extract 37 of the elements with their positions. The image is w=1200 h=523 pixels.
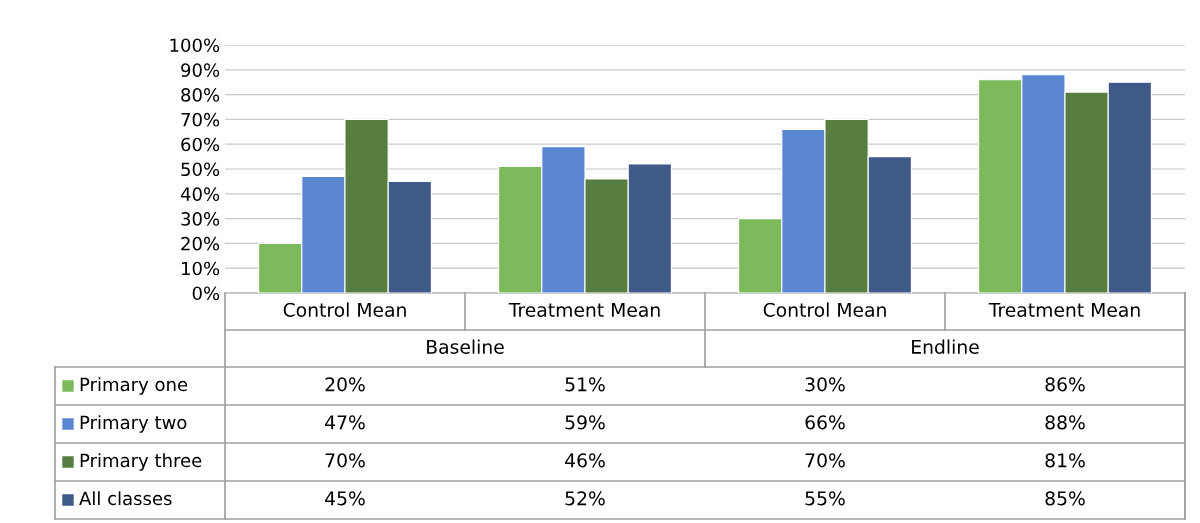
data-label: 70% xyxy=(805,453,845,468)
data-label: 88% xyxy=(1045,415,1085,430)
y-tick-label: 30% xyxy=(181,212,220,226)
x-tick-label: Treatment Mean xyxy=(508,303,660,317)
data-label: 51% xyxy=(565,377,605,392)
data-label: 52% xyxy=(565,491,605,506)
x-tick-label: Control Mean xyxy=(283,302,406,317)
y-tick-label: 10% xyxy=(181,261,220,276)
y-tick-label: 60% xyxy=(181,137,220,152)
data-label: 30% xyxy=(805,377,845,392)
data-label: 20% xyxy=(325,377,365,392)
legend-label: Primary one xyxy=(80,377,188,395)
text: Baseline xyxy=(427,339,504,354)
y-tick-label: 50% xyxy=(181,162,220,177)
data-label: 59% xyxy=(565,415,605,430)
y-tick-label: 100% xyxy=(170,38,220,53)
y-tick-label: 80% xyxy=(181,88,220,102)
x-tick-label: Treatment Mean xyxy=(988,303,1140,317)
text: Endline xyxy=(912,339,979,354)
data-label: 70% xyxy=(325,453,365,468)
x-tick-label: Control Mean xyxy=(763,302,886,317)
data-label: 81% xyxy=(1045,453,1085,468)
y-tick-label: 0% xyxy=(192,286,220,301)
y-tick-label: 90% xyxy=(181,63,220,77)
data-label: 46% xyxy=(565,453,605,468)
y-tick-label: 70% xyxy=(181,112,220,127)
legend-label: Primary three xyxy=(80,453,202,471)
data-label: 85% xyxy=(1045,491,1085,506)
data-label: 55% xyxy=(805,491,845,506)
y-tick-label: 40% xyxy=(180,187,220,201)
legend-label: Primary two xyxy=(80,415,187,433)
data-label: 86% xyxy=(1045,377,1085,392)
data-label: 66% xyxy=(805,415,845,430)
legend-label: All classes xyxy=(79,491,172,506)
data-label: 45% xyxy=(325,491,365,506)
y-tick-label: 20% xyxy=(181,236,220,251)
data-label: 47% xyxy=(325,415,365,430)
